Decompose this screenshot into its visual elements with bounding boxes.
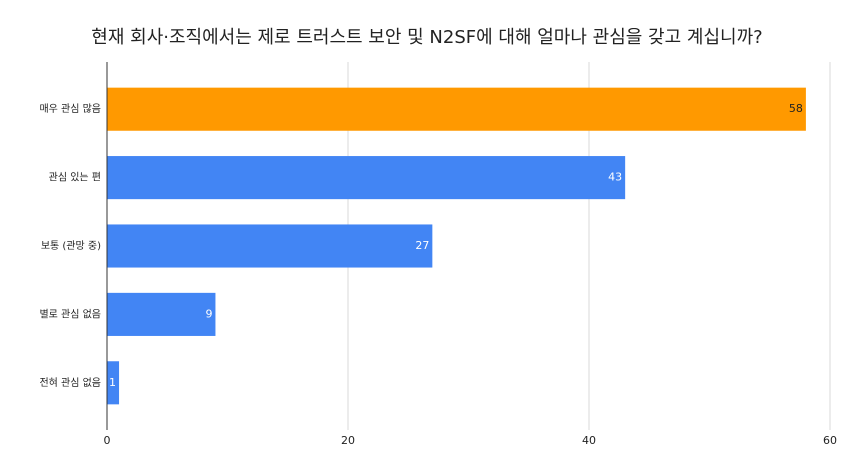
y-tick-label: 보통 (관망 중) [41, 240, 101, 252]
data-label: 1 [109, 376, 116, 389]
data-label: 43 [608, 171, 622, 184]
y-tick-label: 별로 관심 없음 [39, 307, 101, 320]
x-tick-label: 60 [823, 434, 837, 447]
y-tick-label: 전혀 관심 없음 [39, 376, 101, 389]
y-tick-label: 관심 있는 편 [49, 172, 101, 184]
bar [107, 361, 120, 405]
data-label: 27 [415, 239, 429, 252]
data-label: 58 [789, 102, 803, 115]
chart-title: 현재 회사·조직에서는 제로 트러스트 보안 및 N2SF에 대해 얼마나 관심… [91, 27, 762, 48]
x-tick-label: 0 [104, 434, 111, 447]
y-tick-label: 매우 관심 많음 [39, 103, 101, 115]
bar [107, 292, 216, 336]
x-tick-label: 40 [582, 434, 596, 447]
data-label: 9 [205, 307, 212, 320]
bar [107, 224, 433, 268]
bar [107, 156, 626, 200]
x-tick-label: 20 [341, 434, 355, 447]
bar [107, 87, 806, 131]
